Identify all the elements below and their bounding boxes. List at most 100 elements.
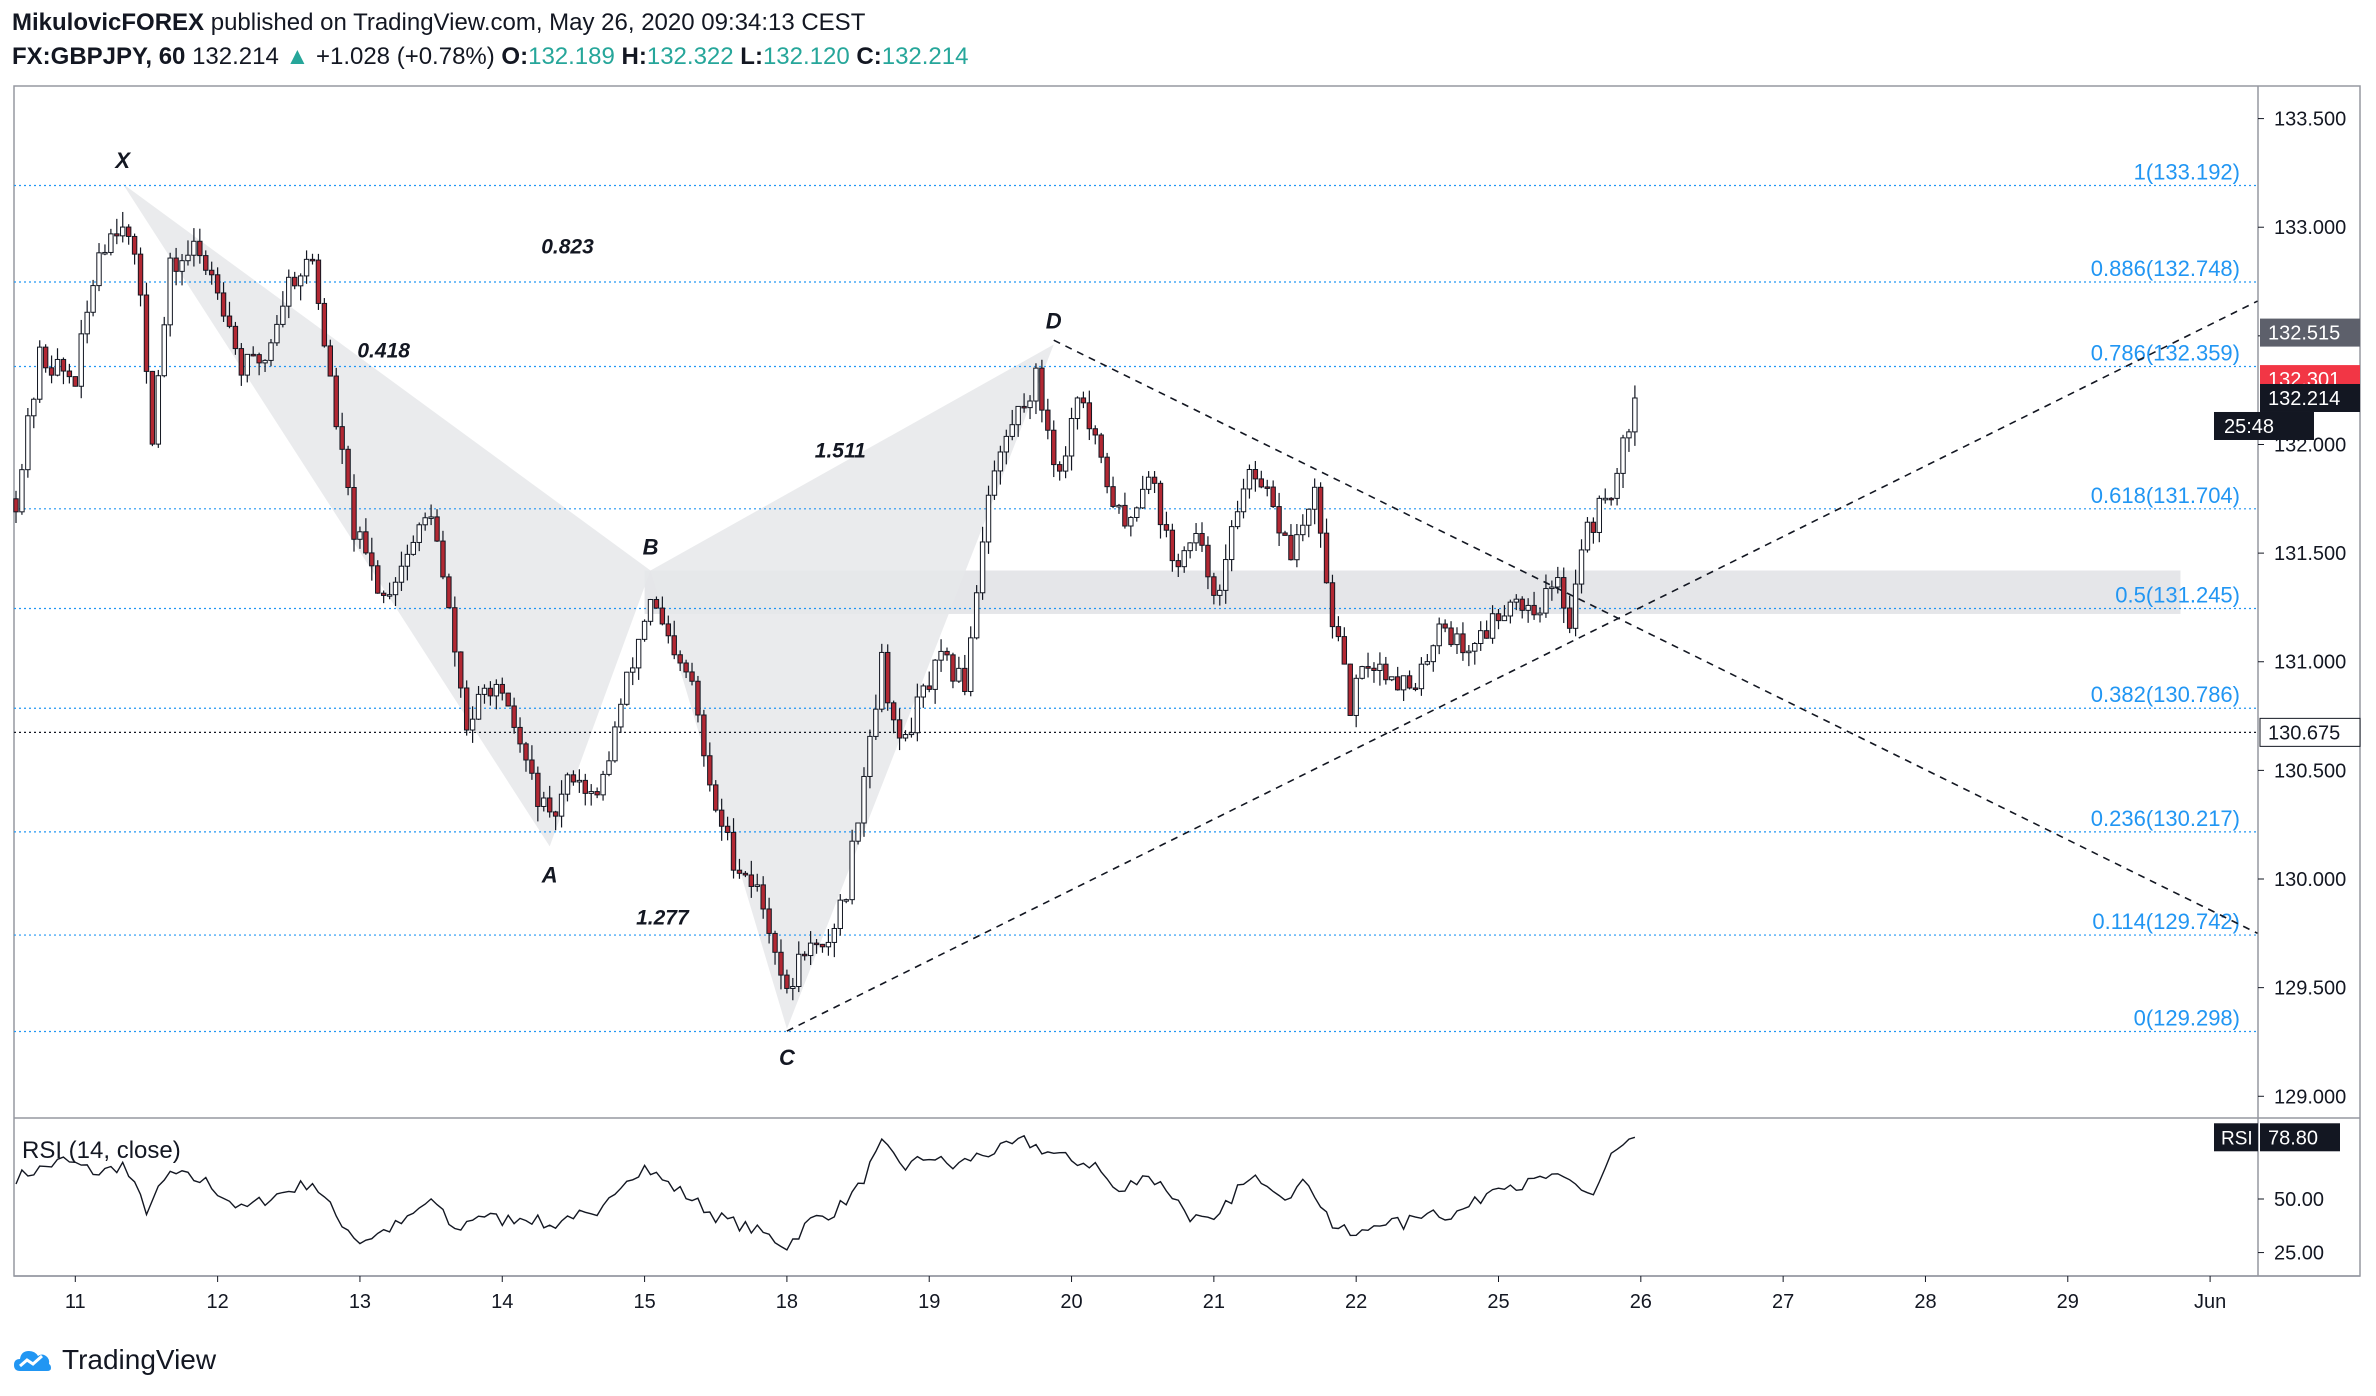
candle-body — [42, 346, 49, 369]
time-tick-label: 25 — [1487, 1291, 1509, 1313]
candle-body — [1620, 437, 1626, 474]
candle-body — [1300, 524, 1306, 536]
candle-body — [280, 305, 286, 325]
price-axis[interactable]: 133.500133.000132.500132.000131.500131.0… — [2214, 109, 2361, 1109]
candle-body — [410, 541, 417, 555]
candle-body — [790, 985, 796, 989]
candle-body — [475, 693, 482, 720]
candle-body — [1294, 534, 1300, 561]
candle-body — [564, 774, 571, 795]
candle-body — [1418, 663, 1425, 690]
candle-body — [1051, 429, 1057, 466]
candle-body — [736, 869, 743, 874]
rsi-tick-label: 25.00 — [2274, 1243, 2324, 1265]
candle-body — [422, 517, 428, 526]
candle-body — [1377, 663, 1383, 671]
candle-body — [48, 367, 55, 376]
trendlines[interactable] — [786, 300, 2258, 1032]
candle-body — [1211, 576, 1217, 596]
price-tag-label: 132.515 — [2268, 323, 2340, 345]
candle-body — [1128, 516, 1134, 527]
candle-body — [547, 797, 553, 813]
candle-body — [303, 258, 310, 277]
rsi-line[interactable] — [15, 1134, 1636, 1251]
tradingview-cloud-icon — [14, 1351, 51, 1371]
candle-body — [1572, 583, 1579, 629]
low-label: L: — [740, 43, 763, 70]
time-tick-label: 28 — [1914, 1291, 1936, 1313]
candle-body — [1252, 469, 1259, 480]
candle-body — [440, 540, 446, 578]
pattern-triangle-xab[interactable] — [122, 183, 651, 847]
candle-body — [363, 531, 369, 554]
author-name[interactable]: MikulovicFOREX — [12, 9, 205, 36]
price-tick-label: 130.000 — [2274, 869, 2346, 891]
candle-body — [1383, 663, 1389, 681]
candle-body — [256, 354, 262, 364]
price-tick-label: 130.500 — [2274, 760, 2346, 782]
candle-body — [985, 494, 992, 543]
candle-body — [742, 872, 749, 876]
level-price-tag[interactable] — [2259, 717, 2361, 747]
candle-body — [1169, 529, 1176, 562]
candle-body — [1525, 604, 1531, 611]
candle-body — [1282, 532, 1288, 536]
candle-body — [108, 233, 114, 253]
candle-body — [1483, 630, 1490, 639]
candle-body — [618, 703, 624, 728]
candle-body — [268, 342, 274, 361]
rsi-tag-name: RSI — [2221, 1128, 2253, 1149]
candle-body — [1549, 586, 1555, 590]
dashed-trendline[interactable] — [786, 300, 2258, 1032]
candle-body — [351, 487, 357, 540]
candle-body — [1306, 508, 1312, 526]
candle-body — [197, 240, 203, 257]
price-tag[interactable] — [2260, 318, 2360, 347]
dashed-trendline[interactable] — [1053, 339, 2258, 935]
candle-body — [801, 953, 808, 957]
candle-body — [345, 448, 351, 489]
candle-body — [1045, 409, 1051, 431]
candle-body — [926, 685, 932, 690]
candle-body — [1311, 486, 1318, 510]
candle-body — [1412, 687, 1419, 690]
symbol-label[interactable]: FX:GBPJPY, 60 — [12, 43, 186, 70]
price-tag[interactable] — [2260, 383, 2360, 412]
candle-body — [576, 779, 583, 783]
candle-body — [1329, 582, 1336, 628]
candle-body — [1056, 464, 1063, 472]
candle-body — [60, 358, 67, 372]
candle-body — [96, 252, 102, 287]
harmonic-pattern[interactable] — [122, 183, 1054, 1029]
pattern-triangle-bcd[interactable] — [650, 344, 1054, 1029]
candle-body — [1181, 550, 1187, 568]
candle-body — [938, 650, 944, 661]
pattern-point-label: B — [643, 534, 659, 559]
time-tick-label: 21 — [1203, 1291, 1225, 1313]
time-axis[interactable]: 11 12 13 14 15 18 19 20 21 22 25 26 27 28 29 Jun — [65, 1276, 2226, 1313]
rsi-pane[interactable]: RSI (14, close) 50.00 25.00 RSI 78.80 — [15, 1123, 2340, 1265]
tradingview-logo[interactable]: TradingView — [12, 1338, 216, 1382]
candle-body — [653, 599, 660, 609]
candle-body — [274, 323, 280, 344]
candle-body — [1199, 532, 1205, 546]
candle-body — [72, 376, 78, 387]
pattern-labels: X A B C D 0.418 0.823 1.511 1.277 — [113, 148, 1061, 1070]
published-text: published on TradingView.com, May 26, 20… — [210, 9, 866, 36]
candle-body — [1442, 623, 1448, 629]
candle-body — [558, 793, 565, 817]
candle-body — [1489, 613, 1496, 639]
candle-body — [1145, 476, 1152, 490]
price-tick-label: 131.500 — [2274, 543, 2346, 565]
rsi-value-tag[interactable] — [2260, 1123, 2340, 1152]
candle-body — [689, 671, 695, 682]
candle-body — [825, 941, 832, 948]
candle-body — [1217, 589, 1223, 596]
candle-body — [102, 251, 108, 255]
pattern-ratio-label: 1.511 — [815, 440, 866, 463]
candle-body — [1365, 666, 1371, 669]
fib-retracement[interactable]: 1(133.192) 0.886(132.748) 0.786(132.359) 0.… — [14, 160, 2258, 1033]
candle-body — [208, 269, 215, 276]
candle-body — [1193, 532, 1199, 544]
